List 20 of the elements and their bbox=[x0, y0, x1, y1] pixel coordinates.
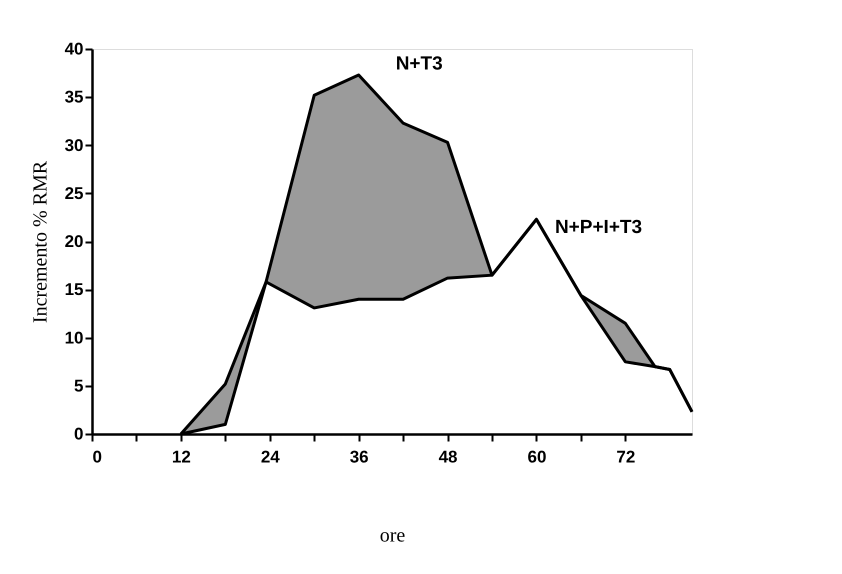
x-tick-label: 24 bbox=[260, 448, 280, 466]
x-tick-label: 60 bbox=[527, 448, 546, 466]
y-tick-label: 30 bbox=[64, 136, 84, 155]
x-axis-title: ore bbox=[380, 524, 406, 546]
series-label: N+P+I+T3 bbox=[554, 217, 642, 238]
x-tick-label: 12 bbox=[172, 448, 191, 466]
x-tick-label: 0 bbox=[92, 448, 102, 466]
y-tick-label: 5 bbox=[74, 376, 84, 396]
x-tick-label: 72 bbox=[616, 448, 636, 466]
series-label: N+T3 bbox=[396, 53, 443, 74]
y-tick-label: 10 bbox=[64, 328, 84, 348]
y-tick-label: 15 bbox=[64, 280, 84, 300]
x-tick-label: 48 bbox=[438, 448, 458, 466]
y-axis-title: Incremento % RMR bbox=[30, 160, 52, 324]
y-tick-label: 20 bbox=[64, 232, 84, 251]
y-tick-label: 40 bbox=[64, 40, 84, 58]
y-tick-label: 0 bbox=[74, 424, 84, 444]
x-tick-label: 36 bbox=[350, 448, 369, 466]
y-tick-label: 35 bbox=[64, 88, 84, 107]
y-tick-label: 25 bbox=[64, 184, 84, 203]
